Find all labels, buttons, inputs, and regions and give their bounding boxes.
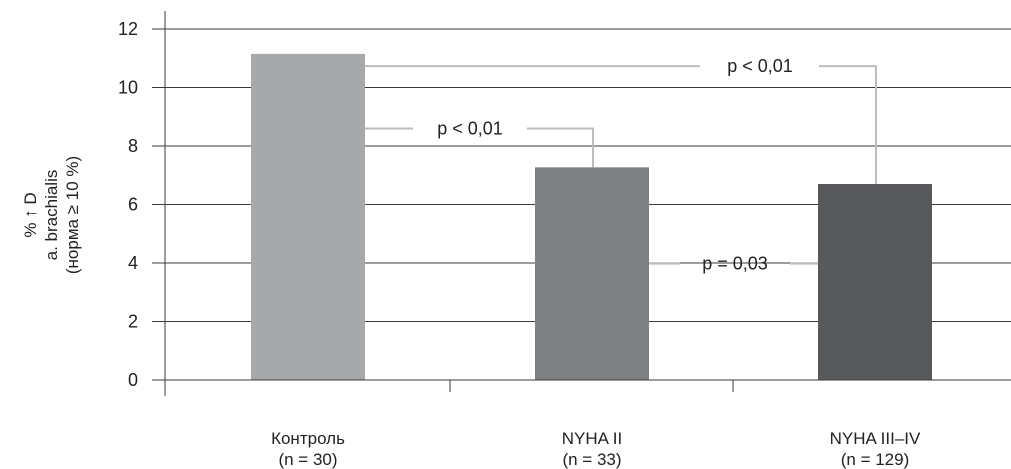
y-tick-label-12: 12	[118, 19, 138, 39]
category-sublabel-3: (n = 129)	[841, 450, 910, 469]
y-axis-label-line-1: % ↑ D	[21, 192, 40, 237]
bars	[251, 53, 932, 381]
y-tick-label-10: 10	[118, 78, 138, 98]
p-value-label-3: p = 0,03	[702, 254, 768, 274]
y-tick-label-0: 0	[128, 370, 138, 390]
p-value-label-1: p < 0,01	[727, 56, 793, 76]
bar-2	[535, 167, 649, 380]
category-label-3: NYHA III–IV	[830, 429, 921, 448]
category-sublabel-2: (n = 33)	[562, 450, 621, 469]
x-category-labels: Контроль (n = 30) NYHA II (n = 33) NYHA III–…	[271, 429, 921, 469]
p-value-label-2: p < 0,01	[437, 118, 503, 138]
category-label-1: Контроль	[271, 429, 345, 448]
y-tick-labels: 0 2 4 6 8 10 12	[118, 19, 138, 390]
y-tick-label-8: 8	[128, 136, 138, 156]
bracket-2-right	[527, 127, 594, 168]
axes	[152, 11, 1011, 396]
y-axis-label-line-3: (норма ≥ 10 %)	[63, 156, 82, 274]
y-tick-label-6: 6	[128, 195, 138, 215]
bracket-1-right	[819, 65, 877, 185]
y-tick-label-2: 2	[128, 312, 138, 332]
y-axis-label-line-2: a. brachialis	[42, 170, 61, 261]
category-sublabel-1: (n = 30)	[278, 450, 337, 469]
category-label-2: NYHA II	[562, 429, 622, 448]
bar-3	[818, 184, 932, 380]
significance-brackets: p < 0,01 p < 0,01 p = 0,03	[365, 56, 877, 274]
y-tick-label-4: 4	[128, 253, 138, 273]
bar-1	[251, 53, 365, 381]
